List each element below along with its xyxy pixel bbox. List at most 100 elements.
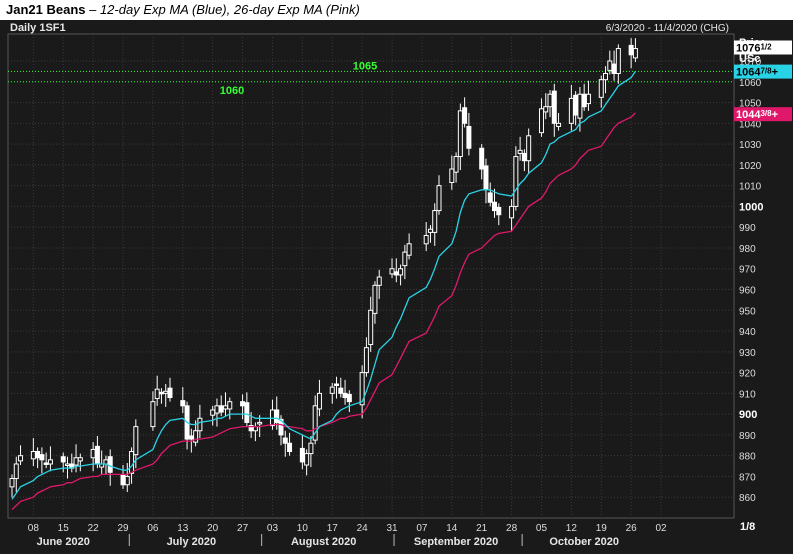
candle-body (282, 437, 288, 444)
x-tick-label: 15 (58, 523, 70, 534)
x-tick-label: 21 (476, 523, 488, 534)
candle-body (547, 93, 553, 108)
x-tick-label: 22 (88, 523, 100, 534)
candle-body (359, 372, 365, 406)
candle-body (278, 418, 284, 436)
candle-body (107, 456, 113, 473)
y-tick-label: 960 (739, 286, 756, 297)
y-tick-label: 1060 (739, 78, 762, 89)
candle-body (487, 192, 493, 203)
chart-title: Jan21 Beans – 12-day Exp MA (Blue), 26-d… (6, 2, 360, 17)
ma12-value-tag-bg (734, 64, 792, 79)
level-label: 1065 (353, 60, 377, 72)
candle-body (573, 94, 579, 116)
price-unit-label: USc (739, 53, 760, 65)
candle-body (287, 442, 293, 453)
candle-body (436, 185, 442, 212)
candle-body (316, 392, 322, 410)
candle-body (517, 149, 523, 154)
candle-body (483, 165, 489, 191)
candle-body (509, 205, 515, 219)
y-tick-label: 930 (739, 348, 756, 359)
candle-body (346, 393, 352, 403)
x-tick-label: 05 (536, 523, 548, 534)
y-tick-label: 880 (739, 452, 756, 463)
ma12-line (11, 71, 636, 500)
candle-body (406, 243, 412, 256)
candle-body (158, 391, 164, 395)
candle-body (312, 405, 318, 441)
candle-body (18, 455, 24, 462)
candle-body (402, 251, 408, 267)
x-tick-label: 13 (177, 523, 189, 534)
candle-body (47, 459, 53, 465)
candle-body (607, 60, 613, 71)
candle-body (9, 478, 15, 488)
chart-title-description: – 12-day Exp MA (Blue), 26-day Exp MA (P… (85, 2, 360, 17)
level-label: 1060 (220, 85, 244, 97)
x-tick-label: 31 (386, 523, 398, 534)
y-tick-label: 1070 (739, 57, 762, 68)
x-tick-label: 06 (147, 523, 159, 534)
candle-body (223, 405, 228, 410)
candle-body (334, 383, 340, 387)
candle-body (363, 347, 369, 374)
candle-body (180, 400, 186, 407)
candle-body (214, 405, 220, 414)
candle-body (308, 442, 314, 455)
candle-body (551, 90, 557, 124)
ma26-value-tag: 10443/8+ (736, 109, 778, 121)
y-tick-label: 970 (739, 265, 756, 276)
y-tick-label: 890 (739, 431, 756, 442)
candle-body (129, 451, 135, 474)
candle-body (513, 156, 519, 207)
candle-body (240, 401, 246, 407)
candle-body (577, 93, 583, 119)
candle-body (372, 284, 378, 314)
y-tick-label: 860 (739, 493, 756, 504)
candle-body (60, 456, 66, 463)
candle-body (496, 206, 502, 216)
candle-body (538, 108, 544, 134)
chart-title-symbol: Jan21 Beans (6, 2, 86, 17)
x-tick-label: 12 (566, 523, 578, 534)
candle-body (65, 463, 71, 466)
candle-body (376, 276, 382, 286)
x-tick-label: 24 (357, 523, 369, 534)
y-tick-label: 980 (739, 244, 756, 255)
y-tick-label: 910 (739, 389, 756, 400)
title-bar: Jan21 Beans – 12-day Exp MA (Blue), 26-d… (0, 0, 793, 20)
candle-body (338, 387, 344, 394)
scale-corner-label: 1/8 (740, 521, 755, 533)
ma26-value-tag-bg (734, 107, 792, 122)
candle-body (611, 63, 617, 74)
y-tick-label: 870 (739, 472, 756, 483)
candle-body (632, 48, 638, 59)
y-tick-label: 1050 (739, 99, 762, 110)
y-tick-label: 1040 (739, 119, 762, 130)
x-tick-label: 19 (596, 523, 608, 534)
month-label: October 2020 (549, 536, 619, 548)
candle-body (150, 401, 156, 428)
candle-body (453, 156, 459, 173)
candle-body (90, 448, 96, 459)
x-tick-label: 29 (117, 523, 129, 534)
candle-body (427, 228, 433, 233)
candle-body (423, 234, 429, 245)
x-tick-label: 17 (327, 523, 339, 534)
candle-body (492, 201, 498, 212)
month-label: July 2020 (167, 536, 217, 548)
candle-body (521, 152, 527, 162)
candle-body (526, 135, 532, 162)
x-tick-label: 10 (297, 523, 309, 534)
x-tick-label: 20 (207, 523, 219, 534)
candle-body (585, 93, 591, 105)
candle-body (598, 79, 604, 98)
ma12-value-tag: 10647/8+ (736, 67, 778, 79)
candle-body (193, 430, 199, 443)
x-tick-label: 28 (506, 523, 518, 534)
candle-body (462, 107, 468, 124)
x-tick-label: 08 (28, 523, 40, 534)
candle-body (210, 409, 216, 416)
